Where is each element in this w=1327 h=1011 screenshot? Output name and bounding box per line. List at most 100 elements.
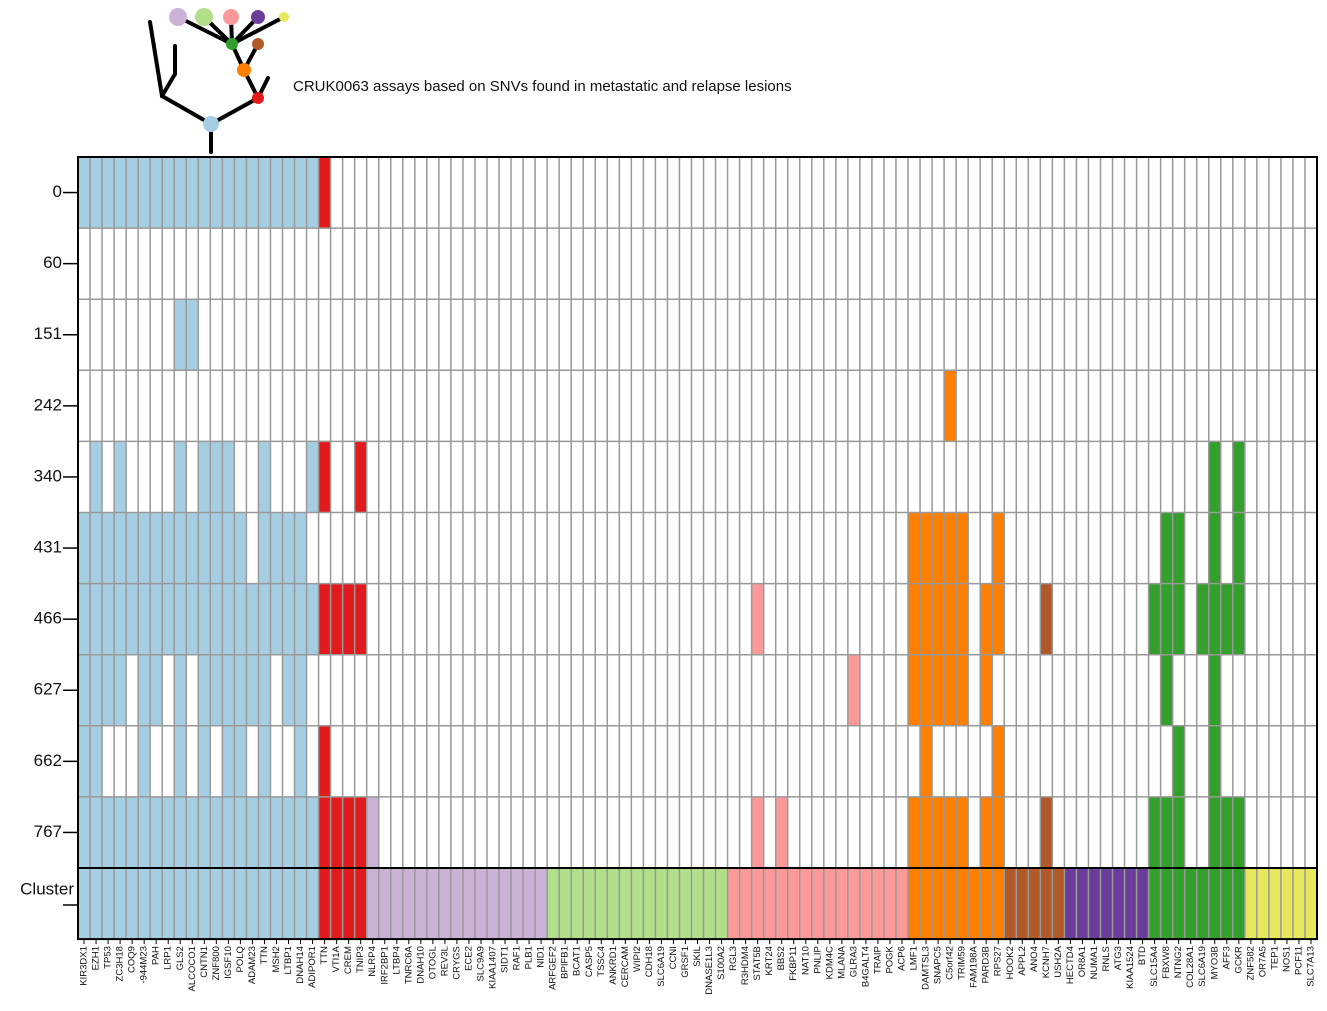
heatmap-cell xyxy=(78,157,91,229)
heatmap-cell xyxy=(90,725,103,797)
cluster-cell xyxy=(318,868,331,940)
heatmap-cell xyxy=(114,228,127,300)
heatmap-cell xyxy=(378,370,391,442)
heatmap-cell xyxy=(619,157,632,229)
heatmap-cell xyxy=(619,512,632,584)
heatmap-cell xyxy=(402,370,415,442)
heatmap-cell xyxy=(102,157,115,229)
heatmap-cell xyxy=(1124,370,1137,442)
heatmap-cell xyxy=(511,441,524,513)
heatmap-cell xyxy=(1124,228,1137,300)
heatmap-cell xyxy=(1016,796,1029,868)
heatmap-cell xyxy=(655,583,668,655)
heatmap-cell xyxy=(486,299,500,371)
x-tick-label: IRF2BP1 xyxy=(379,946,390,985)
x-tick-label: PLB1 xyxy=(524,946,535,969)
heatmap-cell xyxy=(883,228,896,300)
x-tick-label: C5orf42 xyxy=(945,946,956,980)
heatmap-cell xyxy=(1148,228,1161,300)
heatmap-cell xyxy=(114,157,127,229)
heatmap-cell xyxy=(234,441,247,513)
heatmap-cell xyxy=(414,725,427,797)
heatmap-cell xyxy=(414,654,427,726)
cluster-cell xyxy=(1088,868,1101,940)
heatmap-cell xyxy=(523,583,536,655)
heatmap-cell xyxy=(90,370,103,442)
x-tick-label: TTN xyxy=(259,946,270,965)
heatmap-cell xyxy=(679,725,692,797)
heatmap-cell xyxy=(90,228,103,300)
heatmap-cell xyxy=(330,299,343,371)
heatmap-cell xyxy=(1124,299,1137,371)
heatmap-cell xyxy=(727,725,740,797)
heatmap-cell xyxy=(270,796,283,868)
heatmap-cell xyxy=(523,441,536,513)
x-tick-label: DNAH10 xyxy=(415,946,426,984)
x-tick-label: APPL2 xyxy=(1017,946,1028,976)
heatmap-cell xyxy=(811,796,824,868)
cluster-cell xyxy=(1196,868,1209,940)
cluster-cell xyxy=(270,868,283,940)
heatmap-cell xyxy=(270,583,283,655)
heatmap-cell xyxy=(330,583,343,655)
x-tick-label: USH2A xyxy=(1053,945,1064,977)
heatmap-cell xyxy=(571,512,584,584)
x-tick-label: SLC7A13 xyxy=(1306,946,1317,987)
heatmap-cell xyxy=(1004,654,1017,726)
heatmap-cell xyxy=(559,228,572,300)
y-tick-label: 627 xyxy=(34,680,62,699)
heatmap-cell xyxy=(438,299,451,371)
heatmap-cell xyxy=(655,796,668,868)
heatmap-cell xyxy=(559,157,572,229)
x-tick-label: AFF3 xyxy=(1221,946,1232,969)
heatmap-cell xyxy=(1292,228,1305,300)
heatmap-cell xyxy=(1040,725,1053,797)
heatmap-cell xyxy=(643,583,656,655)
heatmap-cell xyxy=(282,796,295,868)
heatmap-cell xyxy=(1112,654,1125,726)
heatmap-cell xyxy=(390,370,403,442)
heatmap-cell xyxy=(138,157,151,229)
heatmap-cell xyxy=(811,583,824,655)
heatmap-cell xyxy=(992,654,1005,726)
heatmap-cell xyxy=(1004,441,1017,513)
heatmap-cell xyxy=(114,370,127,442)
heatmap-cell xyxy=(727,654,740,726)
heatmap-cell xyxy=(739,725,752,797)
heatmap-cell xyxy=(932,654,945,726)
heatmap-cell xyxy=(1064,512,1077,584)
heatmap-cell xyxy=(1136,441,1149,513)
heatmap-cell xyxy=(571,654,584,726)
heatmap-cell xyxy=(607,370,620,442)
heatmap-cell xyxy=(859,228,872,300)
heatmap-cell xyxy=(210,796,223,868)
heatmap-cell xyxy=(318,370,331,442)
heatmap-cell xyxy=(246,441,259,513)
heatmap-cell xyxy=(799,654,812,726)
heatmap-cell xyxy=(1208,512,1221,584)
heatmap-cell xyxy=(1016,441,1029,513)
heatmap-cell xyxy=(390,441,403,513)
heatmap-cell xyxy=(787,228,800,300)
x-tick-label: DNASE1L3 xyxy=(704,946,715,995)
heatmap-cell xyxy=(619,654,632,726)
heatmap-cell xyxy=(1052,370,1065,442)
heatmap-cell xyxy=(174,228,187,300)
heatmap-cell xyxy=(932,583,945,655)
heatmap-cell xyxy=(751,441,764,513)
x-tick-label: PARD3B xyxy=(981,946,992,983)
heatmap-cell xyxy=(246,654,259,726)
heatmap-cell xyxy=(486,228,500,300)
heatmap-cell xyxy=(1256,725,1269,797)
heatmap-cell xyxy=(751,583,764,655)
heatmap-cell xyxy=(366,654,379,726)
heatmap-cell xyxy=(1256,796,1269,868)
heatmap-cell xyxy=(895,725,909,797)
heatmap-cell xyxy=(499,654,512,726)
heatmap-cell xyxy=(1052,157,1065,229)
heatmap-cell xyxy=(1220,654,1233,726)
heatmap-cell xyxy=(270,654,283,726)
heatmap-cell xyxy=(402,654,415,726)
heatmap-cell xyxy=(1040,441,1053,513)
heatmap-cell xyxy=(523,370,536,442)
